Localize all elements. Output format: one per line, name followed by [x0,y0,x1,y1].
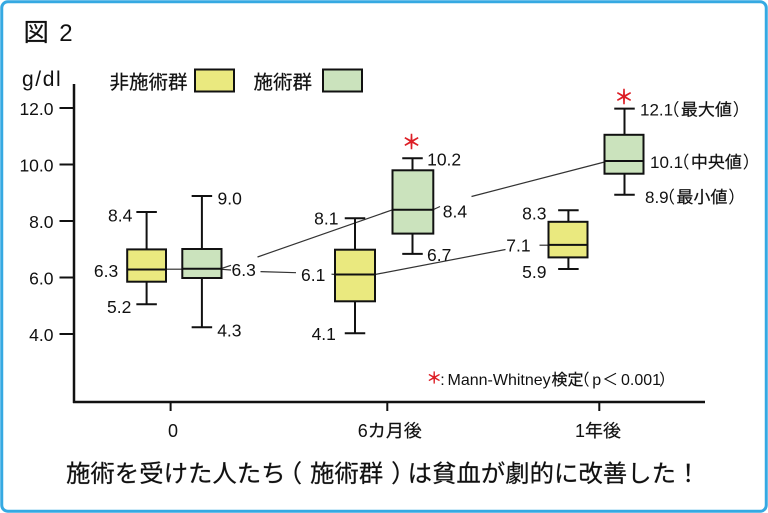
svg-text:4.3: 4.3 [217,321,241,341]
svg-text:8.1: 8.1 [314,208,338,228]
svg-text:12.0: 12.0 [19,99,53,119]
svg-text:6.3: 6.3 [94,261,118,281]
svg-text:6.1: 6.1 [301,265,325,285]
svg-text:6.7: 6.7 [427,245,451,265]
svg-text::: : [440,372,444,389]
svg-text:4.1: 4.1 [312,324,336,344]
svg-text:5.9: 5.9 [522,262,546,282]
svg-text:0.001: 0.001 [621,372,661,389]
svg-text:12.1: 12.1 [640,101,673,120]
svg-text:8.4: 8.4 [443,202,468,222]
svg-text:6.3: 6.3 [232,260,256,280]
svg-text:7.1: 7.1 [506,235,530,255]
svg-text:p: p [592,372,601,389]
svg-text:0: 0 [168,421,178,441]
svg-text:8.0: 8.0 [29,212,54,232]
svg-text:10.1: 10.1 [650,153,683,172]
svg-text:6: 6 [358,421,368,441]
svg-text:9.0: 9.0 [218,189,243,209]
svg-text:6.0: 6.0 [29,269,54,289]
svg-text:8.3: 8.3 [522,203,546,223]
svg-text:Mann-Whitney: Mann-Whitney [448,372,551,389]
svg-text:4.0: 4.0 [29,325,54,345]
svg-text:2: 2 [59,20,72,47]
svg-text:10.2: 10.2 [427,149,461,169]
svg-text:g/dl: g/dl [22,68,62,91]
svg-text:8.9: 8.9 [645,188,669,207]
svg-text:1: 1 [575,421,585,441]
svg-text:10.0: 10.0 [19,156,53,176]
svg-text:5.2: 5.2 [107,297,131,317]
svg-text:8.4: 8.4 [108,205,133,225]
